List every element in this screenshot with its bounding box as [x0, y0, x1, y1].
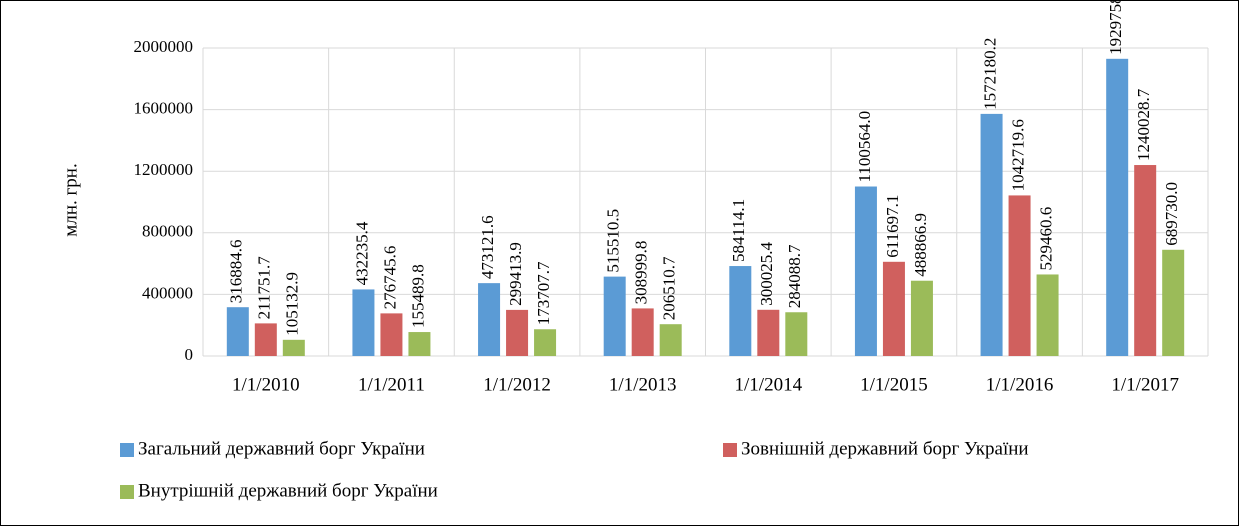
bar: [352, 289, 375, 356]
bar: [254, 323, 277, 356]
bar: [282, 339, 305, 356]
bar: [534, 329, 557, 356]
bar: [226, 307, 249, 356]
legend-swatch: [723, 443, 737, 457]
bar: [380, 313, 403, 356]
bar: [659, 324, 682, 356]
data-label: 173707.7: [534, 261, 553, 325]
data-label: 299413.9: [506, 242, 525, 306]
data-label: 316884.6: [227, 239, 246, 303]
x-tick-label: 1/1/2016: [986, 374, 1054, 395]
y-tick-label: 1600000: [134, 99, 194, 118]
x-tick-label: 1/1/2010: [232, 374, 300, 395]
x-tick-label: 1/1/2011: [358, 374, 425, 395]
data-label: 473121.6: [478, 215, 497, 279]
legend-label: Зовнішній державний борг України: [741, 438, 1029, 459]
bar: [603, 276, 626, 356]
bar: [882, 261, 905, 356]
data-label: 105132.9: [283, 272, 302, 336]
data-label: 300025.4: [757, 242, 776, 306]
legend-label: Загальний державний борг України: [138, 438, 425, 459]
legend-label: Внутрішній державний борг України: [138, 480, 438, 501]
data-label: 206510.7: [660, 256, 679, 320]
bar: [854, 186, 877, 356]
data-label: 1042719.6: [1008, 119, 1027, 191]
x-tick-label: 1/1/2014: [735, 374, 803, 395]
bar: [980, 113, 1003, 356]
bar: [631, 308, 654, 356]
data-label: 211751.7: [255, 256, 274, 320]
data-label: 611697.1: [883, 195, 902, 258]
data-label: 488866.9: [911, 213, 930, 277]
bar: [1162, 249, 1185, 356]
bar: [408, 332, 431, 356]
x-tick-label: 1/1/2012: [483, 374, 551, 395]
data-label: 1572180.2: [980, 38, 999, 110]
data-label: 284088.7: [785, 244, 804, 308]
bar: [478, 283, 501, 356]
data-label: 584114.1: [729, 199, 748, 262]
x-tick-label: 1/1/2015: [860, 374, 928, 395]
y-tick-label: 1200000: [134, 160, 194, 179]
y-axis-label: млн. грн.: [60, 163, 81, 236]
y-tick-label: 2000000: [134, 37, 194, 56]
x-tick-label: 1/1/2017: [1111, 374, 1179, 395]
bar: [910, 280, 933, 356]
data-label: 1240028.7: [1134, 88, 1153, 161]
bar: [1106, 58, 1129, 356]
y-tick-label: 800000: [142, 222, 193, 241]
bar: [757, 309, 780, 356]
data-label: 308999.8: [632, 241, 651, 305]
data-label: 432235.4: [352, 221, 371, 285]
bar: [1036, 274, 1059, 356]
data-label: 515510.5: [604, 209, 623, 273]
bar: [729, 266, 752, 356]
legend-swatch: [120, 443, 134, 457]
bar: [785, 312, 808, 356]
legend-swatch: [120, 485, 134, 499]
data-label: 276745.6: [380, 246, 399, 310]
data-label: 689730.0: [1162, 182, 1181, 246]
bar: [506, 309, 529, 356]
data-label: 529460.6: [1036, 207, 1055, 271]
bar: [1008, 195, 1031, 356]
data-label: 1100564.0: [855, 111, 874, 183]
y-tick-label: 400000: [142, 283, 193, 302]
x-tick-label: 1/1/2013: [609, 374, 677, 395]
data-label: 1929758.7: [1106, 0, 1125, 55]
data-label: 155489.8: [408, 264, 427, 328]
y-tick-label: 0: [185, 345, 194, 364]
bar: [1134, 165, 1157, 356]
